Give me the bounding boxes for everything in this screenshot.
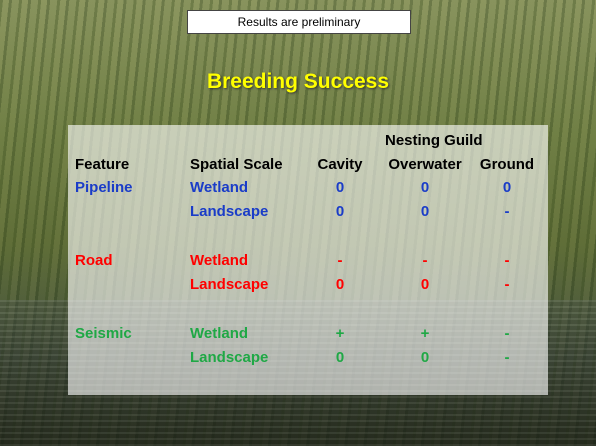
effect-value: -	[467, 325, 547, 343]
effect-value: +	[300, 325, 380, 343]
scale-label: Wetland	[190, 179, 248, 197]
results-table: Nesting Guild Feature Spatial Scale Cavity O…	[68, 125, 548, 395]
column-header: Feature	[75, 156, 129, 174]
scale-label: Landscape	[190, 203, 268, 221]
feature-label: Seismic	[75, 325, 132, 343]
effect-value: 0	[467, 179, 547, 197]
scale-label: Wetland	[190, 252, 248, 270]
slide-title: Breeding Success	[0, 70, 596, 94]
effect-value: 0	[385, 276, 465, 294]
effect-value: 0	[385, 349, 465, 367]
scale-label: Wetland	[190, 325, 248, 343]
feature-label: Road	[75, 252, 113, 270]
effect-value: 0	[300, 203, 380, 221]
effect-value: -	[467, 252, 547, 270]
effect-value: 0	[385, 203, 465, 221]
effect-value: -	[385, 252, 465, 270]
scale-label: Landscape	[190, 349, 268, 367]
effect-value: 0	[300, 349, 380, 367]
effect-value: +	[385, 325, 465, 343]
effect-value: -	[300, 252, 380, 270]
banner: Results are preliminary	[187, 10, 411, 34]
scale-label: Landscape	[190, 276, 268, 294]
effect-value: 0	[385, 179, 465, 197]
column-header: Ground	[467, 156, 547, 174]
effect-value: -	[467, 276, 547, 294]
column-header: Overwater	[385, 156, 465, 174]
feature-label: Pipeline	[75, 179, 133, 197]
effect-value: 0	[300, 276, 380, 294]
effect-value: -	[467, 349, 547, 367]
effect-value: 0	[300, 179, 380, 197]
effect-value: -	[467, 203, 547, 221]
column-header: Cavity	[300, 156, 380, 174]
slide: Results are preliminary Breeding Success…	[0, 0, 596, 446]
group-header: Nesting Guild	[385, 132, 465, 150]
column-header: Spatial Scale	[190, 156, 283, 174]
